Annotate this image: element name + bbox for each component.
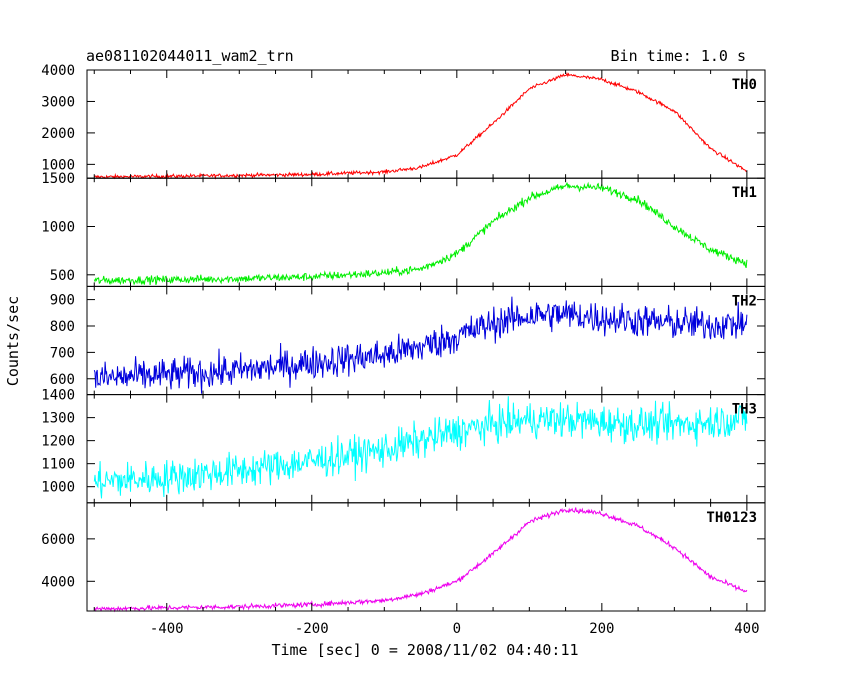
y-tick-label: 1000	[41, 157, 75, 173]
y-tick-label: 700	[50, 345, 75, 361]
x-tick-label: -200	[295, 621, 329, 637]
x-tick-label: 400	[734, 621, 759, 637]
x-axis-title: Time [sec] 0 = 2008/11/02 04:40:11	[271, 641, 578, 659]
chart-title: ae081102044011_wam2_trn	[86, 47, 294, 65]
y-tick-label: 600	[50, 372, 75, 388]
y-tick-label: 800	[50, 319, 75, 335]
panel-label-th1: TH1	[732, 185, 757, 201]
y-tick-label: 1200	[41, 434, 75, 450]
panel-th3: 1000 1100 1200 1300 1400 TH3	[41, 388, 766, 504]
panel-label-th3: TH3	[732, 402, 757, 418]
y-tick-label: 4000	[41, 63, 75, 79]
panel-label-th0123: TH0123	[706, 510, 757, 526]
y-tick-label: 900	[50, 293, 75, 309]
panel-label-th0: TH0	[732, 77, 757, 93]
y-tick-label: 1000	[41, 480, 75, 496]
y-axis-title: Counts/sec	[4, 296, 22, 386]
y-tick-label: 1000	[41, 220, 75, 236]
series-line-th1	[93, 181, 748, 286]
y-tick-label: 1300	[41, 411, 75, 427]
panel-frame	[86, 177, 766, 287]
x-tick-label: 0	[453, 621, 461, 637]
y-tick-label: 4000	[41, 574, 75, 590]
series-line-th0123	[93, 507, 748, 613]
panels-group: 1000200030004000TH050010001500TH16007008…	[41, 63, 766, 637]
bin-time-label: Bin time: 1.0 s	[611, 47, 746, 65]
panel-th0123: 4000 6000 TH0123	[41, 502, 766, 613]
series-line-th0	[94, 72, 748, 180]
y-tick-label: 6000	[41, 532, 75, 548]
panel-frame	[86, 69, 766, 179]
y-tick-label: 1400	[41, 388, 75, 404]
panel-label-th2: TH2	[732, 293, 757, 309]
y-tick-label: 1500	[41, 171, 75, 187]
series-line-th2	[93, 296, 748, 394]
y-tick-label: 500	[50, 268, 75, 284]
y-tick-label: 2000	[41, 126, 75, 142]
panel-th0: 1000 2000 3000 4000 TH0	[41, 63, 766, 180]
y-tick-label: 1100	[41, 457, 75, 473]
panel-th1: 500 1000 1500 TH1	[41, 171, 766, 287]
panel-frame	[86, 502, 766, 612]
y-tick-label: 3000	[41, 94, 75, 110]
x-tick-label: -400	[150, 621, 184, 637]
series-line-th3	[93, 396, 748, 499]
x-tick-label: 200	[589, 621, 614, 637]
panel-th2: 600 700 800 900 TH2	[50, 285, 766, 396]
